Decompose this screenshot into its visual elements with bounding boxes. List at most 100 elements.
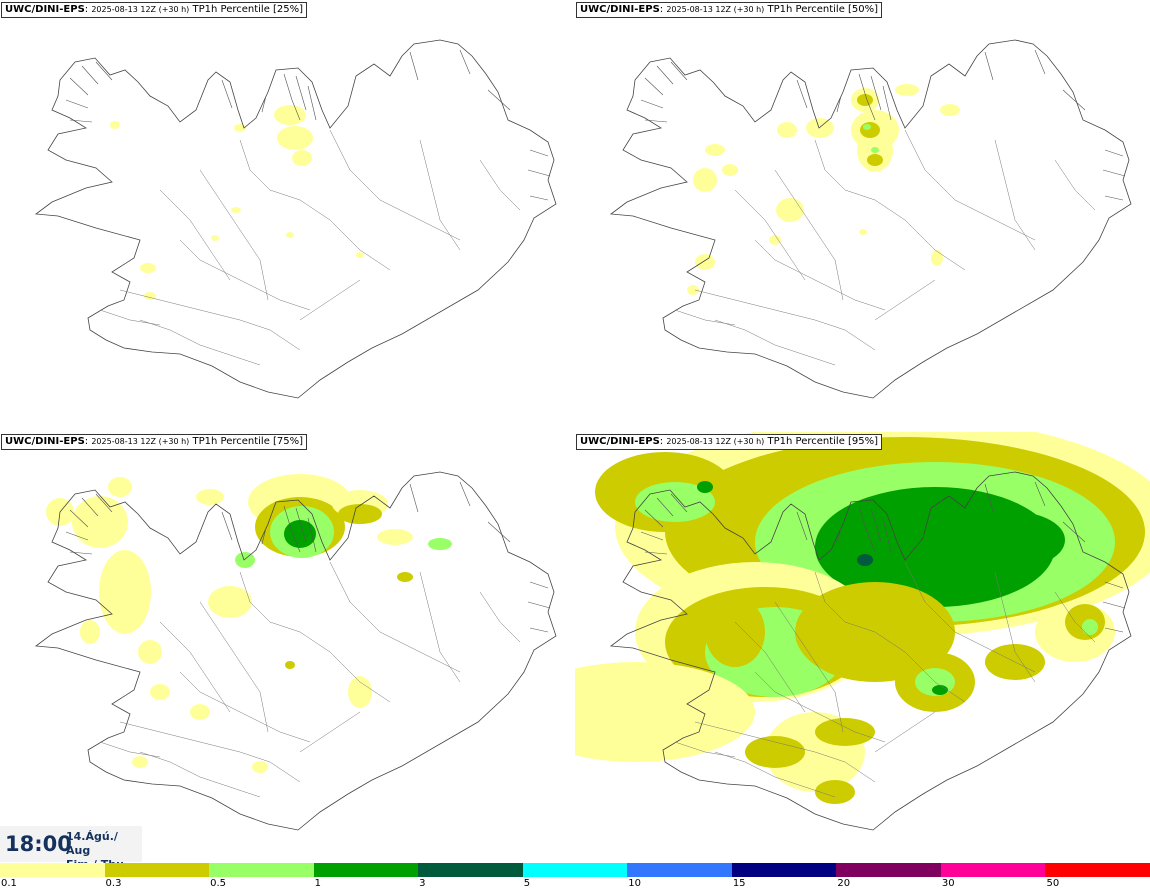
model-name: UWC/DINI-EPS [580,4,660,15]
region-boundary [874,199,966,271]
region-boundary [299,711,361,753]
precipitation-area [377,529,413,545]
panel-title: UWC/DINI-EPS: 2025-08-13 12Z (+30 h) TP1… [576,2,883,18]
valid-time-box: 18:00 14.Ágú./ Aug Fim./ Thu [0,826,142,871]
map-panel-p75: UWC/DINI-EPS: 2025-08-13 12Z (+30 h) TP1… [0,432,575,862]
region-boundary [814,139,876,201]
region-boundary [674,309,736,326]
precipitation-area [806,118,834,138]
legend-tick-label: 30 [941,878,955,889]
region-boundary [239,139,301,201]
precipitation-area [722,164,738,176]
fjord-line [640,493,688,555]
region-boundary [119,289,301,351]
precipitation-area [140,263,156,273]
region-boundary [179,239,311,311]
region-boundary [714,751,836,798]
precipitation-area [693,168,717,192]
region-boundary [199,601,269,733]
region-boundary [734,621,806,713]
precipitation-area [871,147,879,153]
precipitation-area [397,572,413,582]
fjord-line [65,493,113,555]
legend-tick-label: 0.3 [105,878,122,889]
legend-tick-label: 50 [1046,878,1060,889]
region-boundary [694,721,876,783]
legend-swatch [313,863,420,877]
legend-tick-label: 1 [314,878,321,889]
legend-tick-label: 3 [419,878,426,889]
map-canvas-p95 [575,432,1150,831]
region-boundary [874,631,966,703]
precipitation-area [857,554,873,566]
fjord-line [984,481,1086,543]
precipitation-area [211,235,219,241]
region-boundary [774,601,844,733]
legend-swatch [1045,863,1150,877]
run-time: 2025-08-13 12Z (+30 h) [91,5,190,14]
precipitation-area [1082,619,1098,635]
precipitation-area [428,538,452,550]
precipitation-field [46,474,452,773]
fjord-line [858,505,892,553]
legend-tick-label: 0.1 [1,878,17,889]
region-boundary [139,751,261,798]
precipitation-area [695,254,715,270]
precipitation-area [859,229,867,235]
precipitation-area [932,685,948,695]
precipitation-area [745,736,805,768]
precipitation-area [284,520,316,548]
region-boundary [199,169,269,301]
map-panel-p25: UWC/DINI-EPS: 2025-08-13 12Z (+30 h) TP1… [0,0,575,430]
region-boundary [419,139,461,251]
precipitation-area [777,122,797,138]
color-legend: 0.1 0.3 0.5 1 3 5 10 15 20 30 50 [0,863,1150,891]
precipitation-area [338,504,382,524]
legend-tick-label: 5 [523,878,531,889]
precipitation-field [687,84,960,295]
region-boundary [159,189,231,281]
fjord-line [527,581,551,633]
precipitation-area [138,640,162,664]
region-boundary [179,671,311,743]
precipitation-area [575,684,685,720]
legend-swatch [836,863,942,877]
fjord-line [527,149,551,201]
region-boundary [479,159,521,211]
model-name: UWC/DINI-EPS [580,436,660,447]
valid-hour: 18:00 [5,832,72,856]
region-boundary [329,129,461,241]
legend-swatch [104,863,211,877]
precipitation-area [863,124,871,130]
precipitation-area [931,250,943,266]
precipitation-area [108,477,132,497]
legend-swatch [627,863,733,877]
panel-title: UWC/DINI-EPS: 2025-08-13 12Z (+30 h) TP1… [1,434,308,450]
precipitation-area [348,676,372,708]
region-boundary [419,571,461,683]
region-boundary [139,319,261,366]
fjord-line [1102,149,1126,201]
precipitation-area [196,489,224,505]
precipitation-area [110,121,120,129]
region-boundary [754,671,886,743]
precipitation-area [867,154,883,166]
region-boundary [904,129,1036,241]
run-time: 2025-08-13 12Z (+30 h) [666,5,765,14]
region-boundary [159,621,231,713]
fjord-line [283,73,317,121]
precipitation-area [231,207,241,213]
precipitation-area [769,235,781,245]
map-panel-p50: UWC/DINI-EPS: 2025-08-13 12Z (+30 h) TP1… [575,0,1150,430]
region-boundary [99,309,161,326]
precipitation-area [356,252,364,258]
region-boundary [714,319,836,366]
precipitation-area [99,550,151,634]
precipitation-area [776,198,804,222]
precipitation-area [687,285,699,295]
region-boundary [299,199,391,271]
region-boundary [119,721,301,783]
fjord-line [1102,581,1126,633]
coastline [34,39,557,399]
fjord-line [640,61,688,123]
